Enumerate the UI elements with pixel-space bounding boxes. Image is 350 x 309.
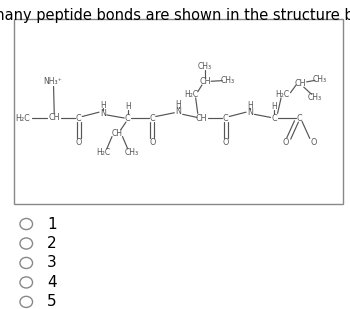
Text: H: H [100, 100, 106, 110]
Text: NH₃⁺: NH₃⁺ [43, 77, 62, 87]
Text: H: H [125, 102, 131, 111]
Text: CH: CH [295, 79, 306, 88]
Text: 3: 3 [47, 256, 57, 270]
Text: H: H [176, 99, 181, 109]
Text: CH₃: CH₃ [220, 76, 234, 85]
Text: H: H [247, 100, 253, 110]
Text: C: C [125, 113, 131, 123]
Text: 1: 1 [47, 217, 57, 231]
Text: H₂C: H₂C [96, 148, 110, 158]
Text: CH: CH [112, 129, 123, 138]
Text: C: C [223, 113, 229, 123]
Text: C: C [76, 113, 82, 123]
Text: O: O [282, 138, 288, 147]
Text: N: N [100, 109, 106, 118]
Text: CH₃: CH₃ [198, 62, 212, 71]
Text: How many peptide bonds are shown in the structure below?: How many peptide bonds are shown in the … [0, 8, 350, 23]
Text: C: C [271, 113, 277, 123]
Text: CH: CH [199, 77, 210, 87]
Text: CH₃: CH₃ [313, 75, 327, 84]
Text: O: O [310, 138, 316, 147]
Text: H: H [271, 102, 277, 111]
Text: N: N [176, 107, 181, 116]
Text: CH: CH [49, 113, 60, 122]
Text: CH: CH [196, 113, 207, 123]
Text: C: C [149, 113, 155, 123]
Text: 5: 5 [47, 294, 57, 309]
Text: O: O [223, 138, 229, 147]
Text: H₂C: H₂C [276, 90, 290, 99]
Text: N: N [247, 108, 253, 117]
Bar [14, 19, 343, 204]
Text: O: O [149, 138, 155, 147]
Text: H₂C: H₂C [184, 90, 198, 99]
Text: CH₃: CH₃ [124, 148, 138, 158]
Text: 4: 4 [47, 275, 57, 290]
Text: H₂C: H₂C [15, 114, 30, 124]
Text: O: O [76, 138, 82, 147]
Text: 2: 2 [47, 236, 57, 251]
Text: CH₃: CH₃ [307, 93, 321, 102]
Text: C: C [296, 113, 302, 123]
